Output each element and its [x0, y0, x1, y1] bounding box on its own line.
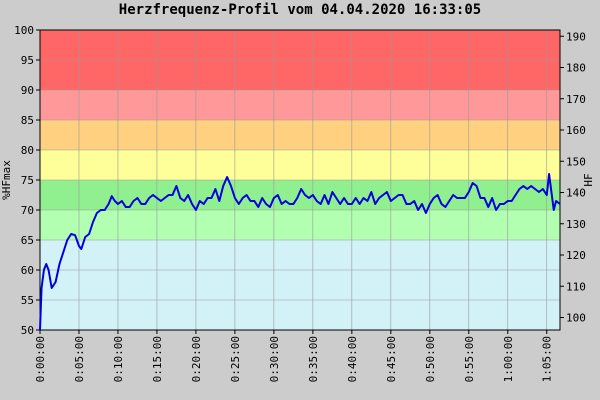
y-tick-label: 60	[21, 264, 34, 277]
x-tick-label: 1:05:00	[541, 336, 554, 382]
x-tick-label: 1:00:00	[502, 336, 515, 382]
x-tick-label: 0:35:00	[307, 336, 320, 382]
y-tick-label: 65	[21, 234, 34, 247]
x-tick-label: 0:15:00	[151, 336, 164, 382]
y2-tick-label: 120	[566, 249, 586, 262]
zone	[40, 240, 560, 330]
y-tick-label: 90	[21, 84, 34, 97]
y-tick-label: 55	[21, 294, 34, 307]
y2-tick-label: 180	[566, 62, 586, 75]
x-tick-label: 0:45:00	[385, 336, 398, 382]
x-tick-label: 0:00:00	[34, 336, 47, 382]
x-tick-label: 0:05:00	[73, 336, 86, 382]
x-tick-label: 0:50:00	[424, 336, 437, 382]
y2-tick-label: 190	[566, 30, 586, 43]
y2-tick-label: 110	[566, 280, 586, 293]
y2-tick-label: 160	[566, 124, 586, 137]
zone	[40, 90, 560, 120]
y2-tick-label: 100	[566, 312, 586, 325]
y2-tick-label: 130	[566, 218, 586, 231]
y2-axis-label: HF	[582, 173, 595, 186]
x-tick-label: 0:40:00	[346, 336, 359, 382]
y-tick-label: 70	[21, 204, 34, 217]
x-tick-label: 0:30:00	[268, 336, 281, 382]
zone	[40, 180, 560, 210]
x-tick-label: 0:55:00	[463, 336, 476, 382]
x-tick-label: 0:20:00	[190, 336, 203, 382]
y2-tick-label: 140	[566, 187, 586, 200]
y-tick-label: 95	[21, 54, 34, 67]
x-tick-label: 0:25:00	[229, 336, 242, 382]
y-tick-label: 50	[21, 324, 34, 337]
y-tick-label: 100	[14, 24, 34, 37]
y-axis-label: %HFmax	[0, 160, 13, 200]
y-tick-label: 75	[21, 174, 34, 187]
chart-title: Herzfrequenz-Profil vom 04.04.2020 16:33…	[119, 2, 481, 18]
zone	[40, 210, 560, 240]
plot-frame	[39, 29, 561, 331]
y-tick-label: 85	[21, 114, 34, 127]
y2-tick-label: 170	[566, 93, 586, 106]
zone	[40, 120, 560, 150]
x-tick-label: 0:10:00	[112, 336, 125, 382]
y-tick-label: 80	[21, 144, 34, 157]
data-line	[39, 173, 561, 331]
zone	[40, 150, 560, 180]
y2-tick-label: 150	[566, 155, 586, 168]
